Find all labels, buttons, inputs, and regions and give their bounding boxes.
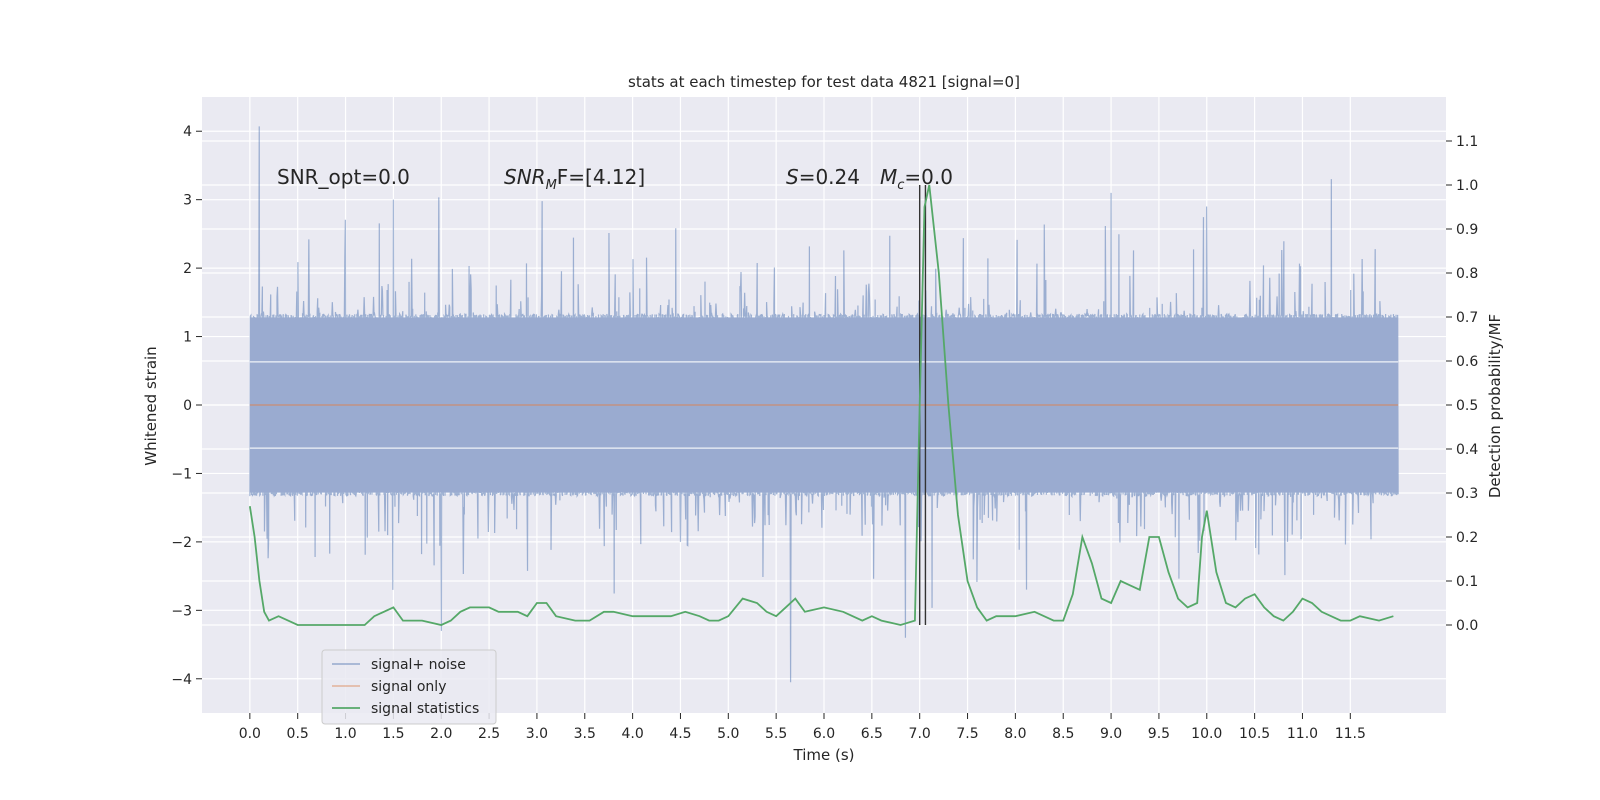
plot-area [202,97,1446,713]
annotation-s-label: S [786,165,799,189]
x-tick-label-5: 2.5 [478,726,500,742]
right-tick-label-8: 0.3 [1456,486,1478,502]
chart-title: stats at each timestep for test data 482… [628,73,1020,91]
x-tick-label-11: 5.5 [765,726,787,742]
left-tick-label-7: −3 [171,603,192,619]
x-tick-label-17: 8.5 [1052,726,1074,742]
x-tick-label-6: 3.0 [526,726,548,742]
x-tick-label-21: 10.5 [1239,726,1270,742]
right-tick-label-10: 0.1 [1456,574,1478,590]
x-tick-label-12: 6.0 [813,726,835,742]
x-tick-label-15: 7.5 [956,726,978,742]
x-tick-label-2: 1.0 [334,726,356,742]
x-tick-label-7: 3.5 [574,726,596,742]
right-tick-label-1: 1.0 [1456,178,1478,194]
annotation-snr-mf-rest: F=[4.12] [557,165,645,189]
x-tick-label-23: 11.5 [1335,726,1366,742]
x-tick-label-3: 1.5 [382,726,404,742]
x-tick-label-20: 10.0 [1191,726,1222,742]
right-tick-label-6: 0.5 [1456,398,1478,414]
x-tick-label-16: 8.0 [1004,726,1026,742]
x-tick-label-22: 11.0 [1287,726,1318,742]
x-tick-label-18: 9.0 [1100,726,1122,742]
annotation-mc-label: M [880,165,897,189]
x-tick-label-10: 5.0 [717,726,739,742]
legend-label-signal-statistics: signal statistics [371,701,479,717]
left-y-axis: 4 3 2 1 0 −1 −2 −3 −4 [171,124,202,688]
annotation-s: S=0.24 [786,165,860,189]
right-tick-label-9: 0.2 [1456,530,1478,546]
left-y-axis-label: Whitened strain [142,346,160,465]
x-axis: 0.0 0.5 1.0 1.5 2.0 2.5 3.0 3.5 4.0 4.5 5.0 5.5 6.0 6… [239,713,1366,742]
annotation-s-value: =0.24 [799,165,860,189]
annotation-mc-value: =0.0 [904,165,953,189]
right-tick-label-5: 0.6 [1456,354,1478,370]
x-tick-label-8: 4.0 [621,726,643,742]
left-tick-label-4: 0 [183,398,192,414]
right-tick-label-2: 0.9 [1456,222,1478,238]
right-tick-label-11: 0.0 [1456,618,1478,634]
left-tick-label-0: 4 [183,124,192,140]
series-signal-noise [249,126,1399,683]
x-tick-label-13: 6.5 [861,726,883,742]
left-tick-label-2: 2 [183,261,192,277]
x-tick-label-0: 0.0 [239,726,261,742]
series-signal-statistics [248,184,1394,626]
x-tick-label-4: 2.0 [430,726,452,742]
left-tick-label-6: −2 [171,535,192,551]
left-tick-label-5: −1 [171,466,192,482]
x-tick-label-1: 0.5 [287,726,309,742]
right-y-axis: 1.1 1.0 0.9 0.8 0.7 0.6 0.5 0.4 0.3 0.2 0.1 0.0 [1446,134,1478,634]
legend-label-signal-noise: signal+ noise [371,657,466,673]
annotation-snr-mf: SNRMF=[4.12] [504,165,645,193]
legend-label-signal-only: signal only [371,679,446,695]
x-axis-label: Time (s) [793,746,855,764]
right-tick-label-7: 0.4 [1456,442,1478,458]
left-tick-label-3: 1 [183,330,192,346]
right-tick-label-3: 0.8 [1456,266,1478,282]
left-tick-label-1: 3 [183,193,192,209]
annotation-mc: Mc=0.0 [880,165,953,193]
x-tick-label-14: 7.0 [909,726,931,742]
right-y-axis-label: Detection probability/MF [1486,314,1504,498]
legend: signal+ noise signal only signal statist… [321,649,497,725]
annotation-snr-opt: SNR_opt=0.0 [277,165,410,189]
right-tick-label-4: 0.7 [1456,310,1478,326]
annotation-snr-mf-base: SNR [504,165,546,189]
x-tick-label-19: 9.5 [1148,726,1170,742]
annotation-mc-sub: c [897,178,904,193]
left-tick-label-8: −4 [171,672,192,688]
right-tick-label-0: 1.1 [1456,134,1478,150]
annotation-snr-mf-sub: M [546,178,557,193]
x-tick-label-9: 4.5 [669,726,691,742]
legend-box [321,649,497,725]
